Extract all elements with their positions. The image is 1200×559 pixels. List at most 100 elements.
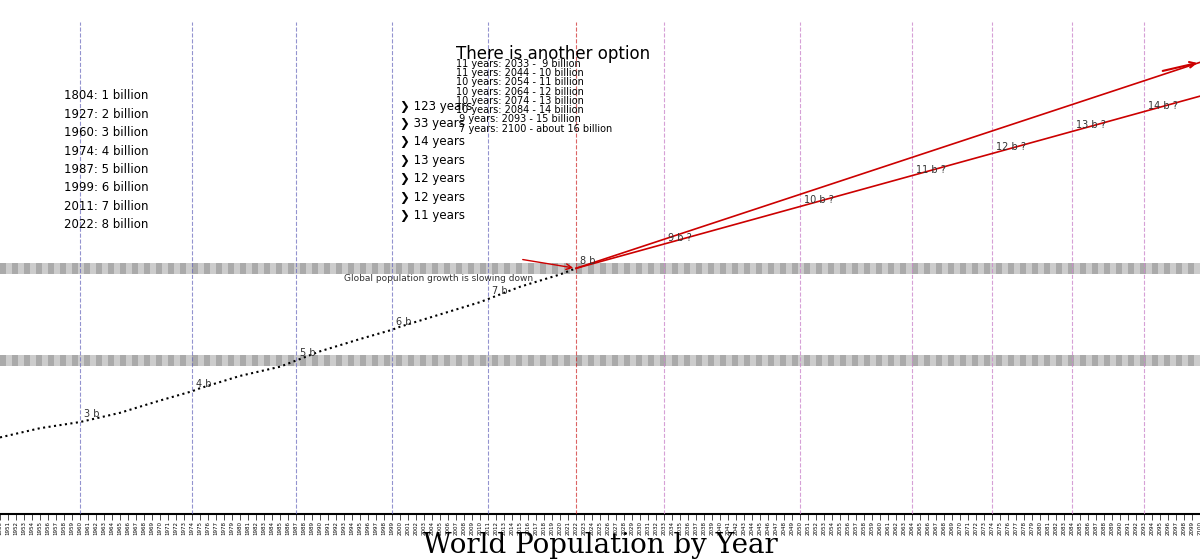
Bar <box>426 263 432 274</box>
Bar <box>984 263 990 274</box>
Bar <box>324 263 330 274</box>
Bar <box>606 355 612 366</box>
Bar <box>378 355 384 366</box>
Bar <box>828 355 834 366</box>
Bar <box>978 263 984 274</box>
Bar <box>318 355 324 366</box>
Bar <box>498 263 504 274</box>
Bar <box>72 355 78 366</box>
Bar <box>300 263 306 274</box>
Bar <box>630 263 636 274</box>
Bar <box>684 263 690 274</box>
Bar <box>48 263 54 274</box>
Bar <box>222 355 228 366</box>
Bar <box>1164 263 1170 274</box>
Bar <box>96 355 102 366</box>
Bar <box>786 263 792 274</box>
Bar <box>1194 355 1200 366</box>
Bar <box>702 263 708 274</box>
Bar <box>1044 263 1050 274</box>
Bar <box>1068 355 1074 366</box>
Bar <box>906 355 912 366</box>
Bar <box>744 355 750 366</box>
Bar <box>1140 355 1146 366</box>
Bar <box>708 263 714 274</box>
Bar <box>1170 355 1176 366</box>
Bar <box>192 355 198 366</box>
Bar <box>570 263 576 274</box>
Bar <box>1056 355 1062 366</box>
Bar <box>420 263 426 274</box>
Bar <box>390 355 396 366</box>
Text: 2022: 8 billion: 2022: 8 billion <box>64 219 149 231</box>
Bar <box>84 263 90 274</box>
Bar <box>30 355 36 366</box>
Bar <box>462 355 468 366</box>
Bar <box>606 263 612 274</box>
Text: 13 b ?: 13 b ? <box>1076 120 1106 130</box>
Bar <box>816 355 822 366</box>
Bar <box>264 263 270 274</box>
Bar <box>468 355 474 366</box>
Bar <box>384 263 390 274</box>
Bar <box>834 263 840 274</box>
Bar <box>66 263 72 274</box>
Bar <box>258 263 264 274</box>
Bar <box>678 355 684 366</box>
Bar <box>924 263 930 274</box>
Bar <box>390 263 396 274</box>
Bar <box>972 263 978 274</box>
Bar <box>30 263 36 274</box>
Bar <box>360 263 366 274</box>
Bar <box>1092 355 1098 366</box>
Bar <box>1038 355 1044 366</box>
Bar <box>720 263 726 274</box>
Bar <box>126 355 132 366</box>
Bar <box>954 263 960 274</box>
Bar <box>804 263 810 274</box>
Bar <box>642 263 648 274</box>
Bar <box>834 355 840 366</box>
Text: ❯ 33 years: ❯ 33 years <box>400 117 464 130</box>
Bar <box>1134 355 1140 366</box>
Bar <box>1080 263 1086 274</box>
Bar <box>1068 263 1074 274</box>
Text: 1999: 6 billion: 1999: 6 billion <box>64 182 149 195</box>
Bar <box>312 355 318 366</box>
Bar <box>450 355 456 366</box>
Bar <box>1008 263 1014 274</box>
Bar <box>222 263 228 274</box>
Bar <box>1158 355 1164 366</box>
Bar <box>1080 355 1086 366</box>
Bar <box>978 355 984 366</box>
Bar <box>1128 263 1134 274</box>
Bar <box>1032 355 1038 366</box>
Bar <box>162 355 168 366</box>
Bar <box>402 263 408 274</box>
Bar <box>858 355 864 366</box>
Bar <box>750 355 756 366</box>
Bar <box>282 263 288 274</box>
Bar <box>498 355 504 366</box>
Bar <box>582 263 588 274</box>
Bar <box>690 355 696 366</box>
Bar <box>1158 263 1164 274</box>
Bar <box>900 263 906 274</box>
Bar <box>1122 263 1128 274</box>
Bar <box>714 263 720 274</box>
Bar <box>678 263 684 274</box>
Bar <box>276 263 282 274</box>
Bar <box>798 355 804 366</box>
Bar <box>954 355 960 366</box>
Bar <box>714 355 720 366</box>
Bar <box>396 355 402 366</box>
Bar <box>0 263 6 274</box>
Bar <box>594 263 600 274</box>
Bar <box>966 263 972 274</box>
Bar <box>240 263 246 274</box>
Bar <box>648 355 654 366</box>
Bar <box>996 355 1002 366</box>
Bar <box>852 263 858 274</box>
Text: 10 years: 2054 - 11 billion: 10 years: 2054 - 11 billion <box>456 77 584 87</box>
Text: 8 b: 8 b <box>580 255 595 266</box>
